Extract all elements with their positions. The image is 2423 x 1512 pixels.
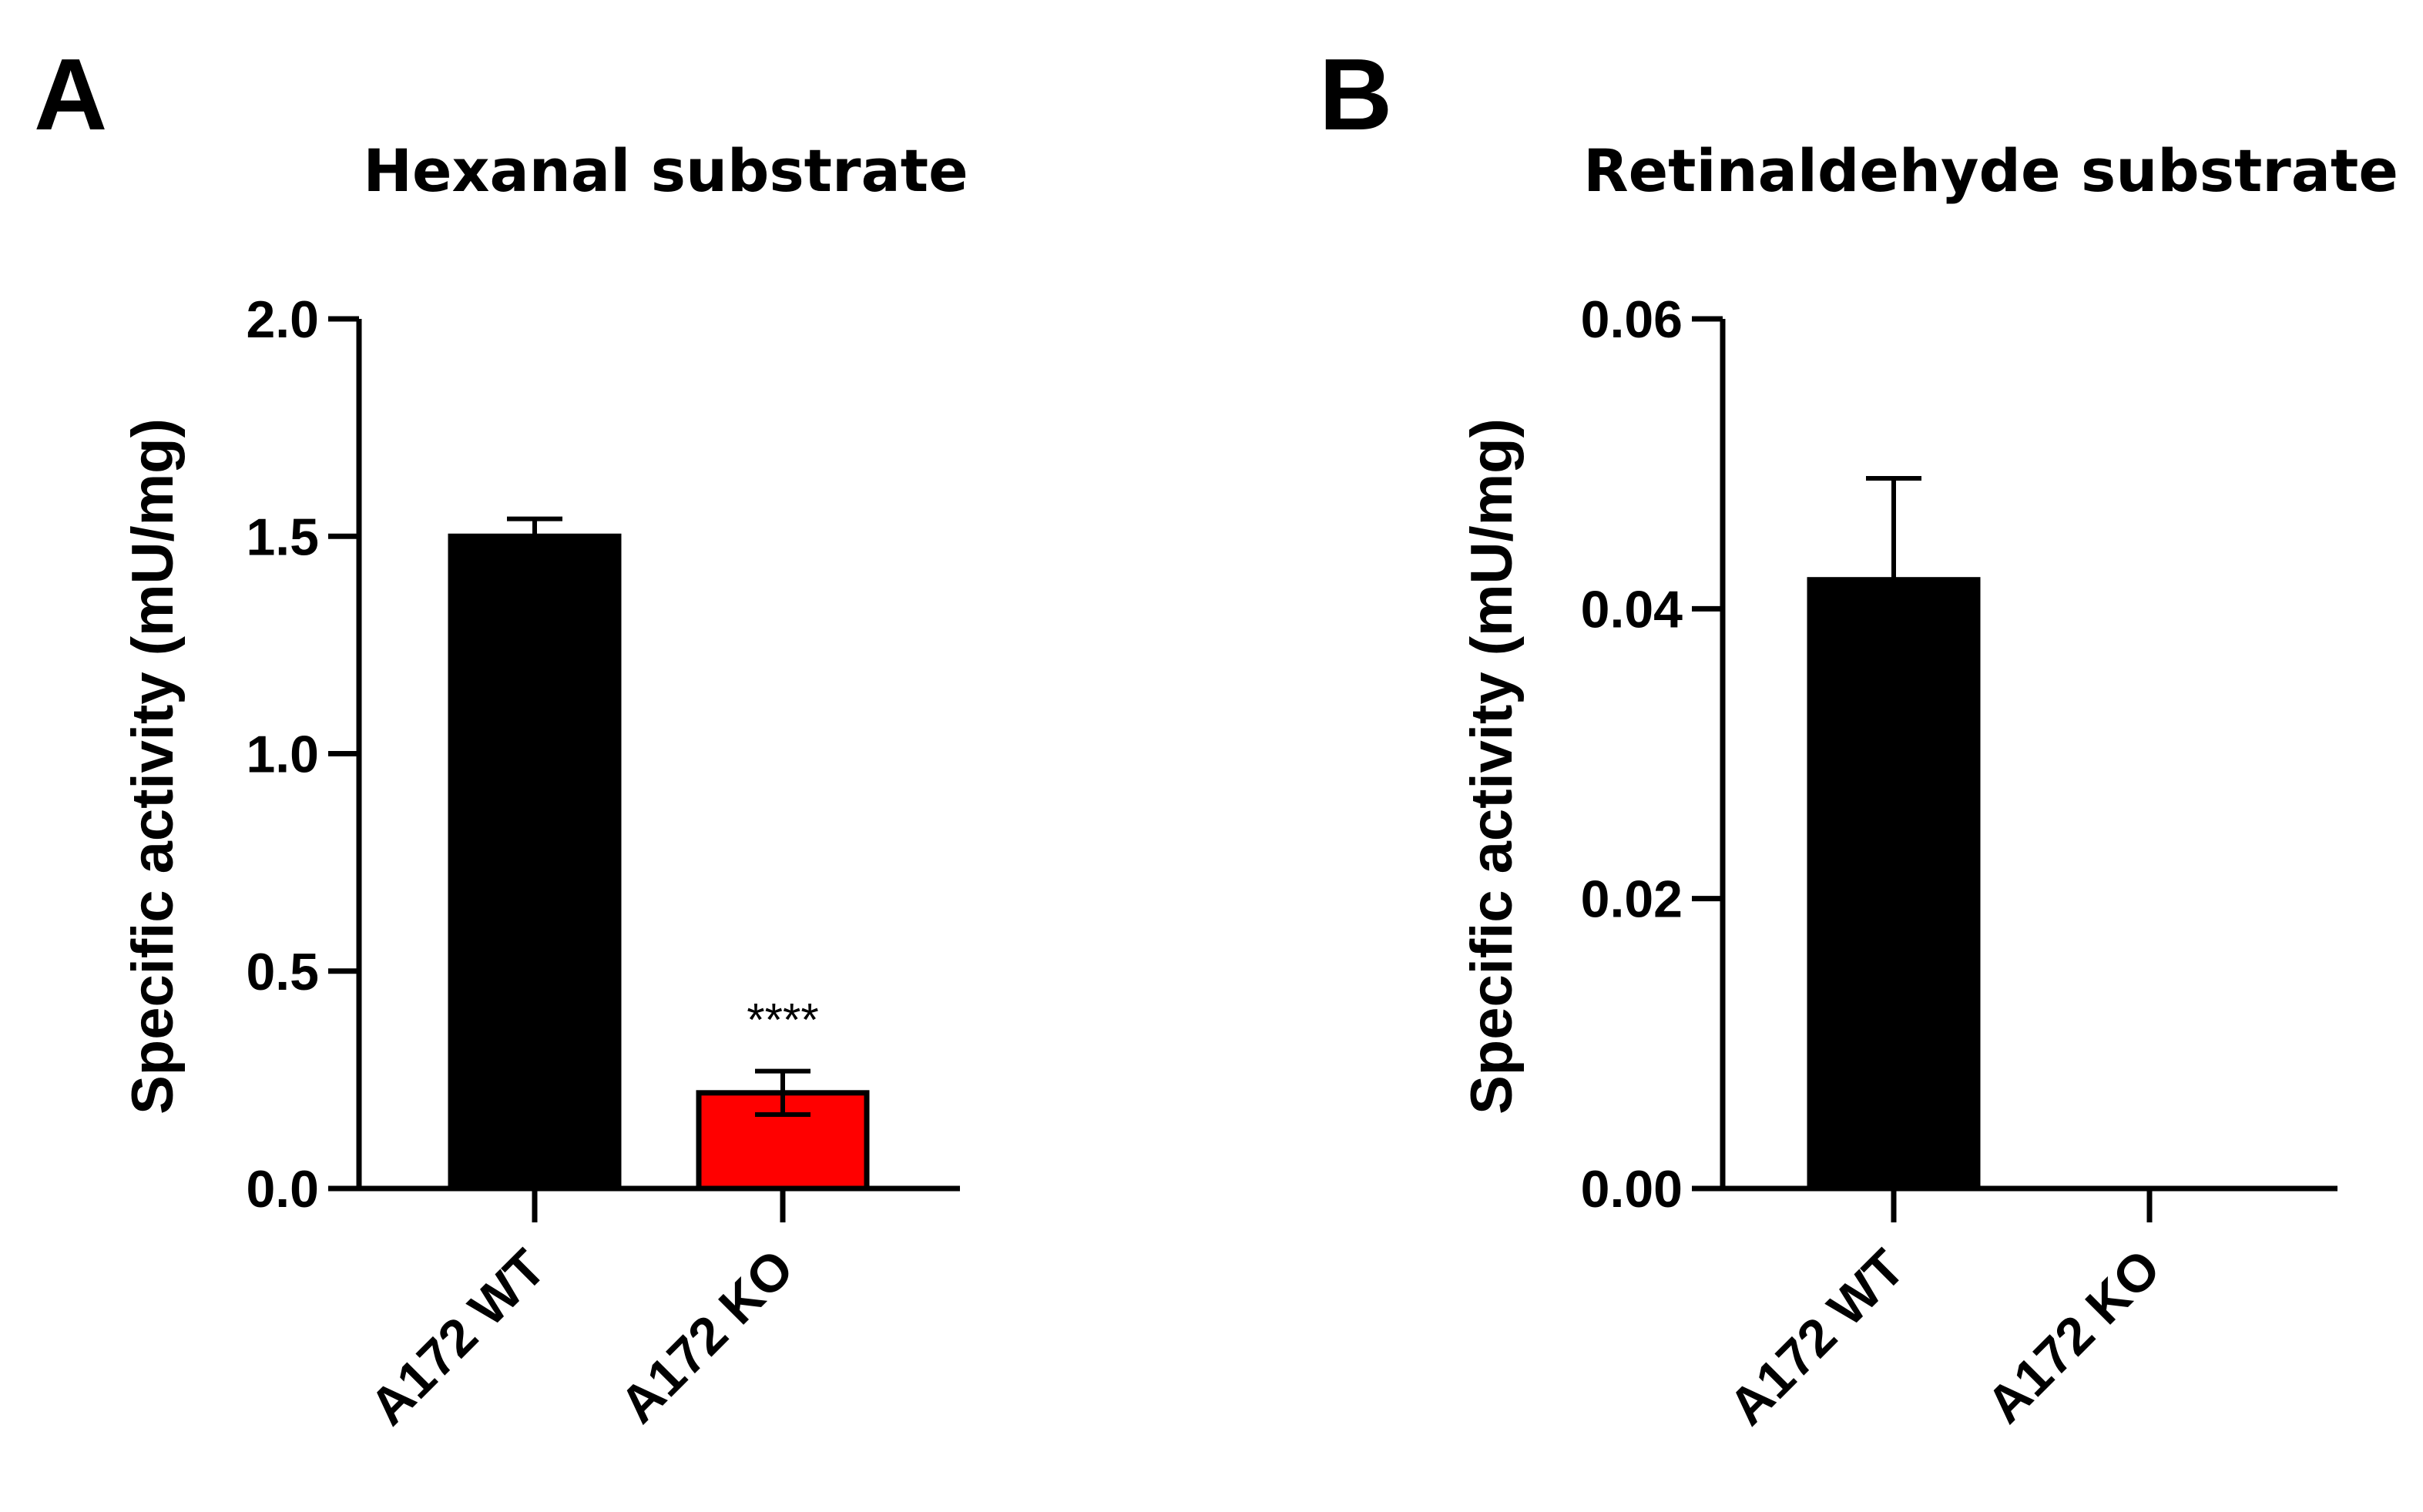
- y-tick-label-b-0: 0.00: [1581, 1160, 1683, 1219]
- panel-letter-a: A: [34, 38, 107, 151]
- x-tick-label-b-a172-wt: A172 WT: [1718, 1239, 1916, 1437]
- y-axis-label-b: Specific activity (mU/mg): [1459, 418, 1525, 1115]
- y-tick-label-a-1: 0.5: [246, 943, 319, 1001]
- y-tick-label-b-3: 0.06: [1581, 290, 1683, 349]
- chart-title-b: Retinaldehyde substrate: [1583, 136, 2398, 205]
- y-tick-label-b-2: 0.04: [1581, 580, 1683, 639]
- chart-panel-b: B Retinaldehyde substrate Specific activ…: [1319, 38, 2398, 1437]
- y-axis-label-a: Specific activity (mU/mg): [120, 418, 186, 1115]
- y-tick-label-a-4: 2.0: [246, 290, 319, 349]
- y-tick-label-b-1: 0.02: [1581, 870, 1683, 929]
- panel-letter-b: B: [1319, 38, 1392, 151]
- chart-panel-a: A Hexanal substrate Specific activity (m…: [34, 38, 968, 1437]
- y-tick-label-a-0: 0.0: [246, 1160, 319, 1219]
- chart-title-a: Hexanal substrate: [363, 136, 968, 205]
- y-tick-label-a-3: 1.5: [246, 508, 319, 566]
- significance-annotation-a-0: ****: [747, 994, 818, 1046]
- x-tick-label-a-a172-wt: A172 WT: [359, 1239, 557, 1437]
- bar-a-a172-wt: [448, 533, 622, 1192]
- plot-area-b: 0.00 0.02 0.04 0.06 A172 WT A172 KO: [1581, 290, 2172, 1437]
- x-tick-label-a-a172-ko: A172 KO: [609, 1239, 804, 1434]
- bar-b-a172-wt: [1807, 577, 1981, 1192]
- x-tick-label-b-a172-ko: A172 KO: [1975, 1239, 2171, 1434]
- y-tick-label-a-2: 1.0: [246, 726, 319, 784]
- plot-area-a: 0.0 0.5 1.0 1.5 2.0 A172 WT A172 KO ****: [246, 290, 870, 1437]
